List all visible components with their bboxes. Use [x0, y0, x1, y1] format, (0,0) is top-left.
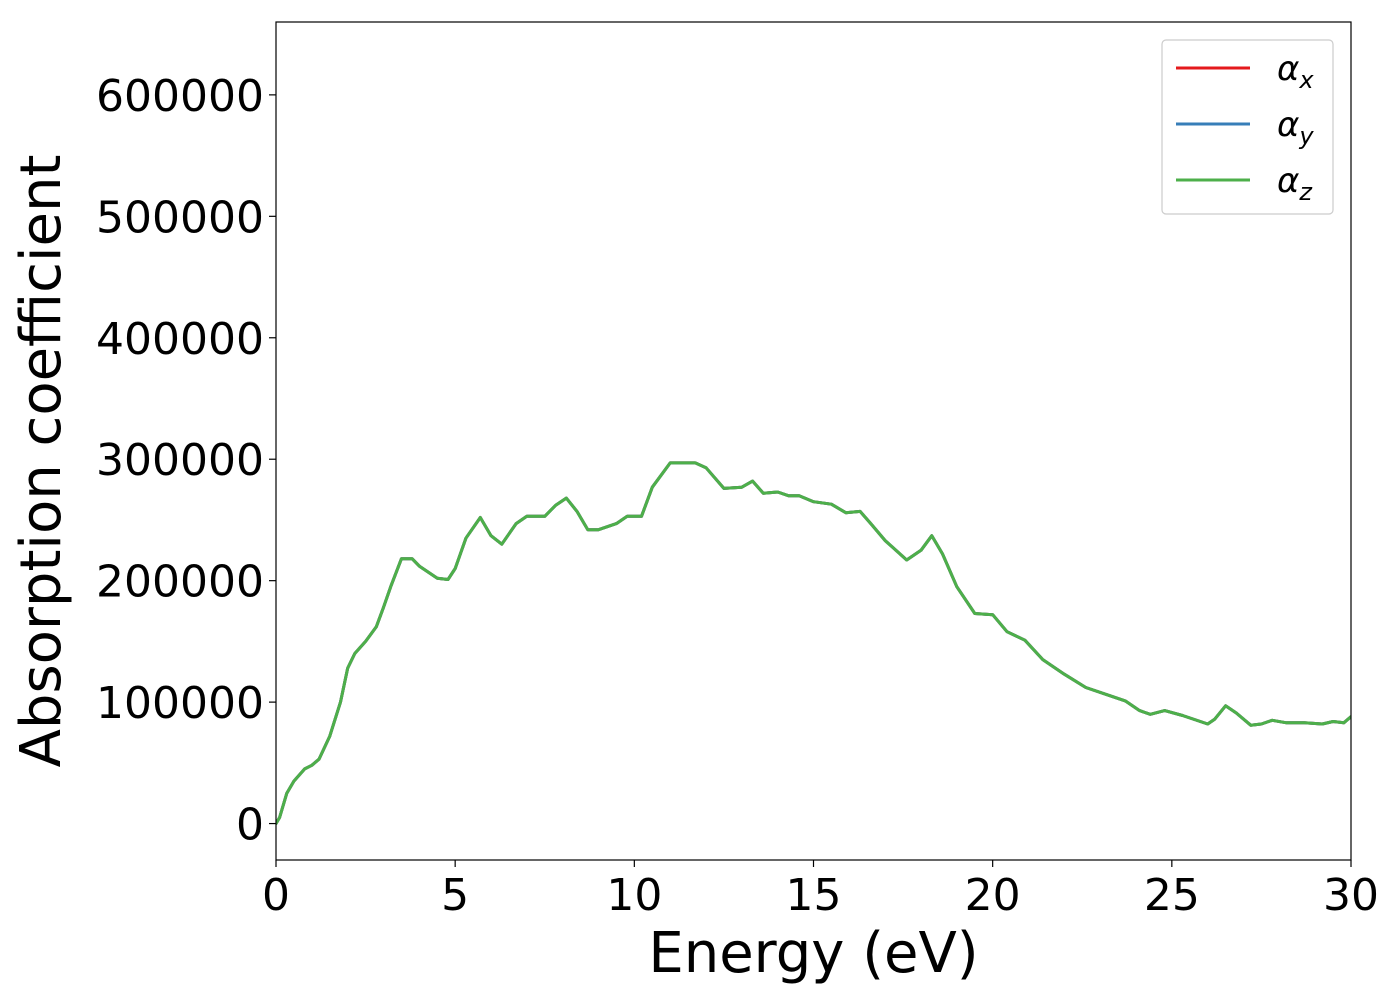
legend-box — [1161, 39, 1334, 215]
x-tick-label: 10 — [606, 870, 662, 921]
y-tick-label: 100000 — [96, 678, 264, 729]
y-tick-label: 300000 — [96, 435, 264, 486]
x-tick-label: 30 — [1323, 870, 1379, 921]
legend-label-2: αy — [1277, 105, 1314, 150]
legend-label-3: αz — [1277, 161, 1313, 206]
y-tick-label: 200000 — [96, 557, 264, 608]
x-axis-title: Energy (eV) — [648, 921, 978, 986]
x-tick-label: 20 — [965, 870, 1021, 921]
y-axis-title: Absorption coefficient — [9, 155, 74, 768]
x-tick-label: 0 — [262, 870, 290, 921]
legend: αx αy αz — [1161, 39, 1334, 215]
series-line-1 — [276, 461, 1351, 826]
y-tick-label: 500000 — [96, 192, 264, 243]
series-lines — [276, 461, 1351, 826]
legend-entries: αx αy αz — [1176, 49, 1314, 206]
y-tick-label: 600000 — [96, 71, 264, 122]
x-tick-label: 5 — [441, 870, 469, 921]
series-line-3 — [276, 461, 1351, 826]
axis-ticks: 0 5 10 15 20 25 30 0 100000 200000 300000 400000 500… — [96, 71, 1379, 921]
x-tick-label: 15 — [786, 870, 842, 921]
legend-label-1: αx — [1277, 49, 1314, 94]
y-tick-label: 400000 — [96, 314, 264, 365]
y-tick-label: 0 — [236, 800, 264, 851]
x-tick-label: 25 — [1144, 870, 1200, 921]
series-line-2 — [276, 461, 1351, 826]
